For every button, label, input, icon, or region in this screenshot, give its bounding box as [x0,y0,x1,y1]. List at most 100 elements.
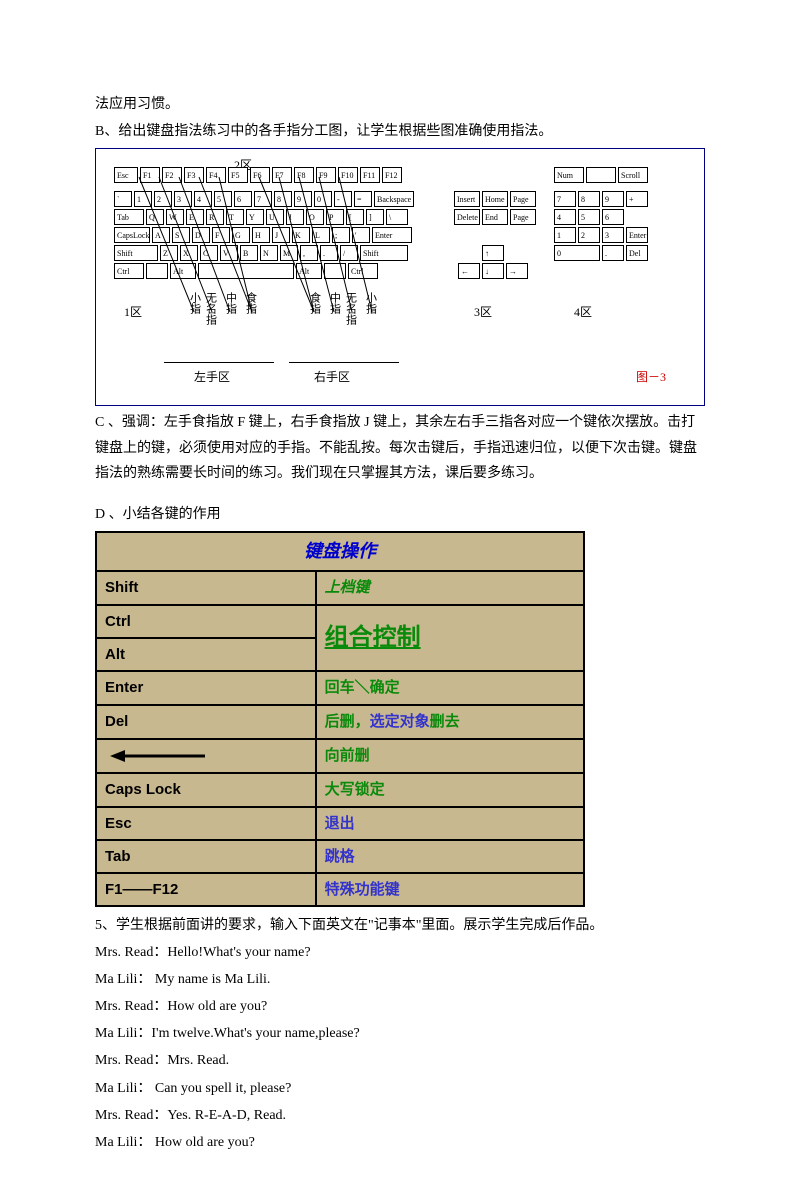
key: T [226,209,244,225]
key: M [280,245,298,261]
key: Insert [454,191,480,207]
key: CapsLock [114,227,150,243]
key: ` [114,191,132,207]
dialogue-line-7: Ma Lili： How old are you? [95,1130,705,1155]
cell-enter: Enter [96,671,316,705]
key: [ [346,209,364,225]
cell-caps-desc: 大写锁定 [316,773,584,807]
key: F11 [360,167,380,183]
numpad-key: Enter [626,227,648,243]
dialogue-line-2: Mrs. Read：How old are you? [95,994,705,1019]
cell-fn-desc: 特殊功能键 [316,873,584,906]
key: A [152,227,170,243]
intro-line-2: B、给出键盘指法练习中的各手指分工图，让学生根据些图准确使用指法。 [95,119,705,144]
key: D [192,227,210,243]
numpad-key: + [626,191,648,207]
numpad-key: 7 [554,191,576,207]
cell-arrow-desc: 向前删 [316,739,584,773]
numpad-key: 1 [554,227,576,243]
key: K [292,227,310,243]
key: P [326,209,344,225]
section-4-label: 4区 [574,302,592,324]
cell-caps: Caps Lock [96,773,316,807]
table-caption-cell: 键盘操作 [96,532,584,570]
key: Alt [170,263,196,279]
key: U [266,209,284,225]
intro-line-1: 法应用习惯。 [95,92,705,117]
key: Q [146,209,164,225]
dialogue-line-0: Mrs. Read：Hello!What's your name? [95,940,705,965]
numpad-key: 5 [578,209,600,225]
key: 7 [254,191,272,207]
section-3-label: 3区 [474,302,492,324]
key: Page Up [510,191,536,207]
section-d-title: D 、小结各键的作用 [95,502,705,527]
finger-l-2: 无名指 [204,292,216,325]
key [146,263,168,279]
key: 1 [134,191,152,207]
cell-del: Del [96,705,316,739]
dialogue-line-3: Ma Lili：I'm twelve.What's your name,plea… [95,1021,705,1046]
key: F4 [206,167,226,183]
cell-combo-desc: 组合控制 [316,605,584,671]
key: ; [332,227,350,243]
arrow-right-key: → [506,263,528,279]
key [198,263,294,279]
numpad-key: . [602,245,624,261]
key: Ctrl [348,263,378,279]
key: Z [160,245,178,261]
key: H [252,227,270,243]
key: 4 [194,191,212,207]
key: Ctrl [114,263,144,279]
numpad-key: 9 [602,191,624,207]
key: 9 [294,191,312,207]
key: / [340,245,358,261]
key: ] [366,209,384,225]
key: R [206,209,224,225]
cell-enter-desc: 回车＼确定 [316,671,584,705]
key: L [312,227,330,243]
key: N [260,245,278,261]
table-caption: 键盘操作 [304,541,376,561]
key: Tab [114,209,144,225]
cell-tab: Tab [96,840,316,873]
key: G [232,227,250,243]
dialogue-line-4: Mrs. Read：Mrs. Read. [95,1048,705,1073]
key: Enter [372,227,412,243]
finger-r-4: 小指 [364,292,376,314]
arrow-up-key: ↑ [482,245,504,261]
key [324,263,346,279]
cell-shift: Shift [96,571,316,605]
key: F7 [272,167,292,183]
key: F2 [162,167,182,183]
key: F3 [184,167,204,183]
key: 0 [314,191,332,207]
key: Num Lock [554,167,584,183]
key: F9 [316,167,336,183]
region-left: 左手区 [194,367,230,389]
key: W [166,209,184,225]
finger-l-3: 中指 [224,292,236,314]
cell-tab-desc: 跳格 [316,840,584,873]
cell-arrow [96,739,316,773]
key: - [334,191,352,207]
key: Scroll [618,167,648,183]
finger-l-4: 食指 [244,292,256,314]
key: Y [246,209,264,225]
key: . [320,245,338,261]
key: Backspace [374,191,414,207]
key: 3 [174,191,192,207]
cell-ctrl: Ctrl [96,605,316,638]
cell-alt: Alt [96,638,316,671]
numpad-key: 0 [554,245,600,261]
section-c: C 、强调：左手食指放 F 键上，右手食指放 J 键上，其余左右手三指各对应一个… [95,410,705,486]
document-page: 法应用习惯。 B、给出键盘指法练习中的各手指分工图，让学生根据些图准确使用指法。… [0,0,800,1197]
cell-esc-desc: 退出 [316,807,584,840]
key: F5 [228,167,248,183]
key: 6 [234,191,252,207]
key: Page Down [510,209,536,225]
arrow-down-key: ↓ [482,263,504,279]
key: F12 [382,167,402,183]
dialogue-line-5: Ma Lili： Can you spell it, please? [95,1076,705,1101]
arrow-left-key: ← [458,263,480,279]
